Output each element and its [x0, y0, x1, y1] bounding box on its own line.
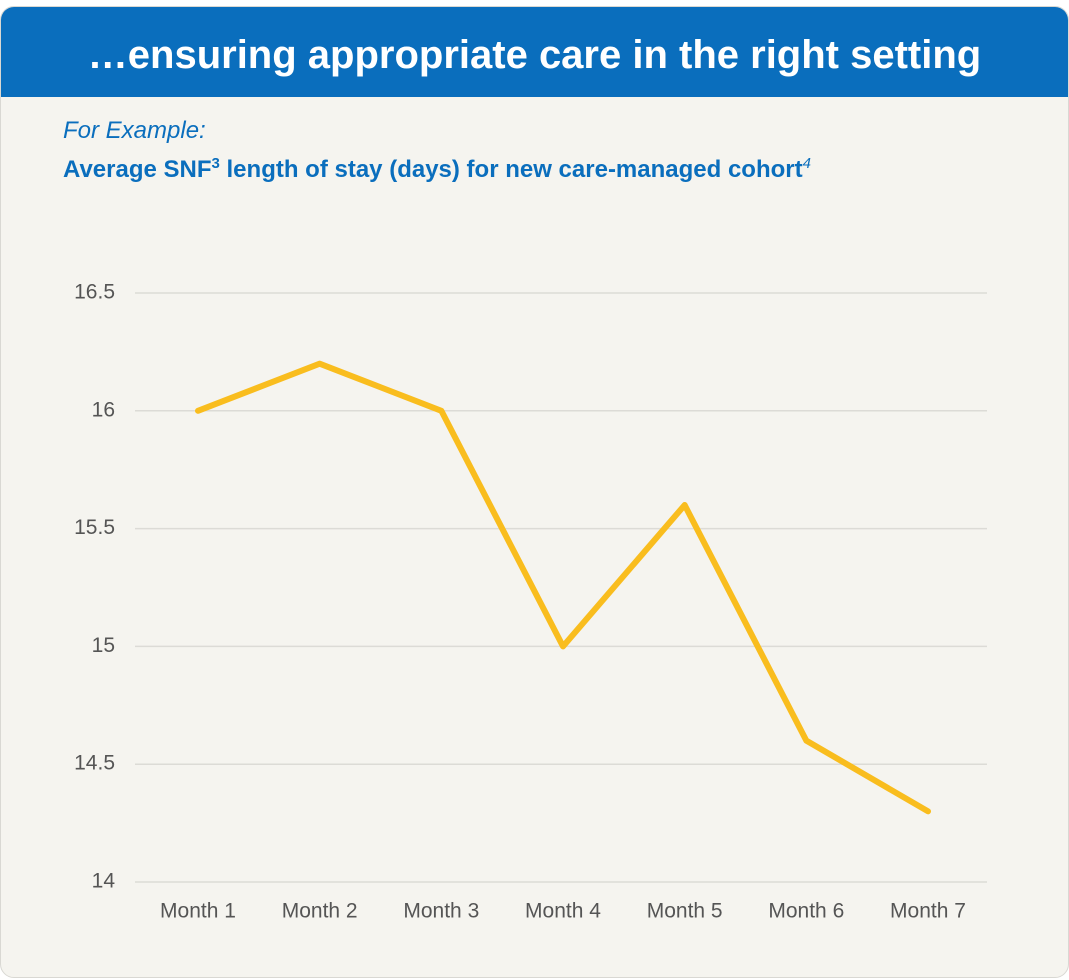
- y-tick-label: 15.5: [74, 516, 115, 539]
- y-tick-label: 14.5: [74, 752, 115, 775]
- y-tick-label: 14: [92, 870, 116, 893]
- title-sup: 4: [802, 155, 811, 172]
- x-tick-label: Month 3: [403, 900, 479, 923]
- title-text: length of stay (days) for new care-manag…: [226, 156, 803, 183]
- card: …ensuring appropriate care in the right …: [0, 6, 1069, 978]
- x-tick-label: Month 2: [282, 900, 358, 923]
- y-tick-label: 16: [92, 398, 115, 421]
- y-tick-label: 16.5: [74, 281, 115, 304]
- x-tick-label: Month 5: [647, 900, 723, 923]
- header: …ensuring appropriate care in the right …: [1, 7, 1068, 97]
- x-tick-label: Month 1: [160, 900, 236, 923]
- line: [195, 360, 931, 815]
- x-tick-label: Month 4: [525, 900, 601, 923]
- x-tick-label: Month 7: [890, 900, 966, 923]
- y-tick-label: 15: [92, 634, 115, 657]
- title-sup: 3: [211, 155, 220, 172]
- subtitle: For Example:: [63, 117, 206, 144]
- x-tick-label: Month 6: [768, 900, 844, 923]
- title-text: Average SNF: [63, 156, 212, 183]
- chart-title: Average SNF3 length of stay (days) for n…: [63, 155, 811, 184]
